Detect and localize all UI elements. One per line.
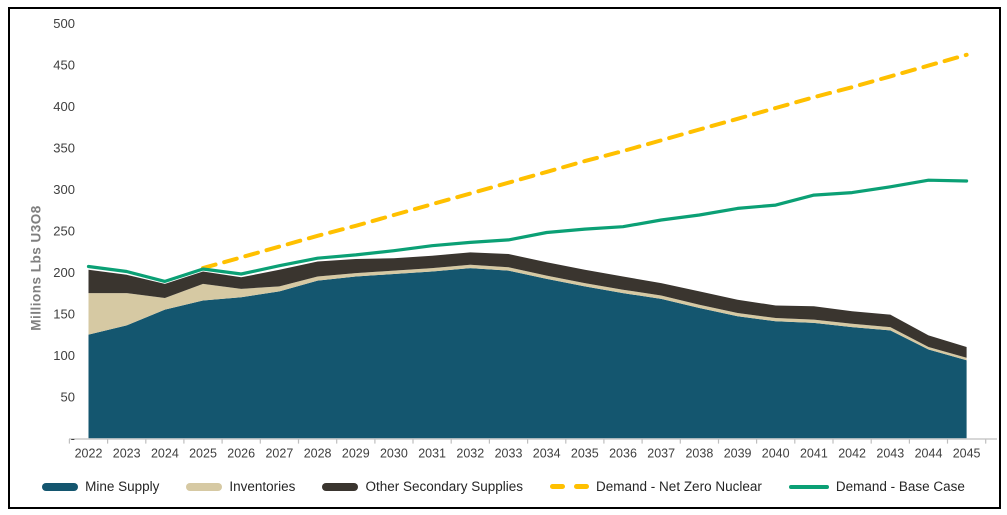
x-tick-label: 2035 bbox=[571, 447, 599, 461]
legend-label: Mine Supply bbox=[85, 479, 160, 494]
legend-swatch-bar-icon bbox=[186, 482, 223, 491]
y-tick-label: 100 bbox=[53, 348, 75, 363]
x-tick-label: 2022 bbox=[75, 447, 103, 461]
x-tick-label: 2030 bbox=[380, 447, 408, 461]
x-tick-label: 2029 bbox=[342, 447, 370, 461]
legend-label: Demand - Net Zero Nuclear bbox=[596, 479, 762, 494]
legend-swatch-bar-icon bbox=[322, 482, 359, 491]
x-tick-label: 2024 bbox=[151, 447, 179, 461]
y-tick-label: 150 bbox=[53, 306, 75, 321]
legend-label: Demand - Base Case bbox=[835, 479, 965, 494]
legend-swatch-line-icon bbox=[788, 484, 829, 489]
x-tick-label: 2043 bbox=[876, 447, 904, 461]
legend-swatch-bar-icon bbox=[42, 482, 79, 491]
x-tick-label: 2025 bbox=[189, 447, 217, 461]
x-tick-label: 2036 bbox=[609, 447, 637, 461]
legend-swatch-dashed-line-icon bbox=[550, 484, 590, 489]
x-tick-label: 2023 bbox=[113, 447, 141, 461]
x-tick-label: 2027 bbox=[265, 447, 293, 461]
y-tick-label: - bbox=[71, 431, 75, 446]
y-tick-label: 250 bbox=[53, 223, 75, 238]
x-tick-label: 2042 bbox=[838, 447, 866, 461]
legend: Mine Supply Inventories Other Secondary Su… bbox=[0, 479, 1007, 494]
x-tick-label: 2044 bbox=[915, 447, 943, 461]
y-axis-title: Millions Lbs U3O8 bbox=[28, 205, 44, 331]
y-tick-label: 50 bbox=[61, 389, 75, 404]
y-tick-label: 500 bbox=[53, 16, 75, 31]
x-tick-label: 2031 bbox=[418, 447, 446, 461]
legend-label: Other Secondary Supplies bbox=[365, 479, 524, 494]
legend-label: Inventories bbox=[229, 479, 296, 494]
legend-item-0: Mine Supply bbox=[42, 479, 159, 494]
legend-item-3: Demand - Net Zero Nuclear bbox=[550, 479, 762, 494]
y-tick-label: 200 bbox=[53, 265, 75, 280]
area-series-2 bbox=[88, 252, 967, 358]
legend-item-2: Other Secondary Supplies bbox=[322, 479, 523, 494]
x-tick-label: 2039 bbox=[724, 447, 752, 461]
line-series-0 bbox=[201, 52, 969, 271]
x-tick-label: 2045 bbox=[953, 447, 981, 461]
x-tick-label: 2033 bbox=[495, 447, 523, 461]
y-tick-label: 450 bbox=[53, 57, 75, 72]
area-series-0 bbox=[88, 268, 967, 439]
y-tick-label: 300 bbox=[53, 182, 75, 197]
x-tick-label: 2040 bbox=[762, 447, 790, 461]
legend-item-1: Inventories bbox=[186, 479, 295, 494]
x-tick-label: 2026 bbox=[227, 447, 255, 461]
x-tick-label: 2032 bbox=[456, 447, 484, 461]
legend-item-4: Demand - Base Case bbox=[788, 479, 965, 494]
y-tick-label: 350 bbox=[53, 140, 75, 155]
x-tick-label: 2028 bbox=[304, 447, 332, 461]
line-series-1 bbox=[86, 178, 969, 283]
y-tick-label: 400 bbox=[53, 99, 75, 114]
x-tick-label: 2034 bbox=[533, 447, 561, 461]
x-tick-label: 2041 bbox=[800, 447, 828, 461]
x-tick-label: 2038 bbox=[685, 447, 713, 461]
x-tick-label: 2037 bbox=[647, 447, 675, 461]
